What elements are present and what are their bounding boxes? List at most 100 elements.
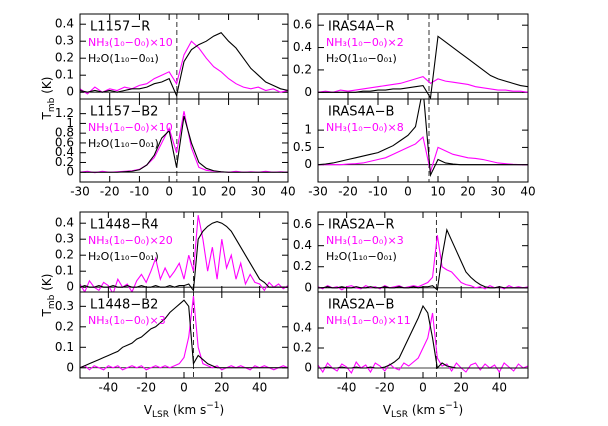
x-axis-label: VLSR (km s−1) [383,401,463,420]
spectrum-line [318,35,528,99]
plot-area [80,99,288,182]
panel-frame [317,291,529,379]
plot-area [318,14,528,99]
spectrum-line [318,312,528,375]
y-tick-label: 0.5 [293,140,312,154]
spectrum-line [80,296,288,371]
y-tick-label: 1.2 [55,106,74,120]
y-tick-label: 0.4 [55,216,74,230]
label-part: T [40,111,54,120]
y-tick-label: 0 [66,280,74,294]
y-tick-label: 0 [304,157,312,171]
spectrum-line [80,215,288,292]
legend-entry: NH₃(1₀−0₀)×8 [326,121,404,134]
x-tick-label: 40 [252,381,267,395]
x-tick-label: 30 [251,185,266,199]
label-part: V [144,403,153,417]
y-tick-label: 0.4 [55,17,74,31]
label-part: (km s [408,403,445,417]
x-tick-label: 40 [492,381,507,395]
y-tick-label: 0.3 [55,34,74,48]
label-part: −1 [445,401,458,411]
y-tick-label: 0 [304,280,312,294]
x-tick-label: -10 [130,185,150,199]
plot-area [318,292,528,378]
y-tick-label: 0.2 [55,319,74,333]
spectrum-line [318,235,528,291]
y-tick-label: 0 [304,361,312,375]
x-axis-label: VLSR (km s−1) [144,401,224,420]
y-tick-label: 0.2 [293,341,312,355]
label-part: LSR [152,410,169,420]
x-tick-label: 0 [419,381,427,395]
y-tick-label: 0.8 [55,126,74,140]
panel-frame [79,291,289,379]
panel: 0 0.1 0.2 0.3 -40 -20 0 20 40 L1448−B2NH₃(1₀−0₀)×… [55,291,289,395]
y-tick-label: 0 [304,85,312,99]
y-axis-label: Tmb (K) [40,77,57,121]
spectrum-line [318,135,528,174]
x-tick-label: 0 [404,185,412,199]
panel-title: IRAS2A−R [328,218,395,233]
panel-title: L1448−B2 [90,298,158,313]
x-tick-label: 10 [430,185,445,199]
label-part: mb [47,294,57,309]
panel-frame [79,98,289,183]
x-tick-label: 30 [490,185,505,199]
panel-title: L1157−R [90,20,150,35]
legend-entry: NH₃(1₀−0₀)×2 [326,36,404,49]
x-tick-label: -10 [368,185,388,199]
axis-labels: Tmb (K)Tmb (K)VLSR (km s−1) VLSR (km s−1) [40,77,464,420]
plot-area [80,292,288,378]
y-tick-label: 0.6 [55,135,74,149]
y-axis-label: Tmb (K) [40,274,57,318]
plot-area [80,14,288,99]
spectrum-line [80,221,288,292]
label-part: (K) [40,77,54,98]
x-tick-label: -40 [99,381,119,395]
panel-title: IRAS4A−B [328,105,394,120]
y-tick-label: 0 [66,85,74,99]
x-tick-label: 40 [520,185,535,199]
legend-entry: H₂O(1₁₀−0₀₁) [326,250,397,263]
y-tick-label: 0.2 [293,259,312,273]
panel-frame [317,98,529,183]
legend-entry: NH₃(1₀−0₀)×10 [88,36,173,49]
panel-title: L1448−R4 [90,218,159,233]
y-tick-label: 0.3 [55,299,74,313]
plot-area [80,212,288,292]
label-part: V [383,403,392,417]
label-part: (km s [169,403,206,417]
label-part: T [40,308,54,317]
x-tick-label: 40 [280,185,295,199]
y-tick-label: 0.2 [55,248,74,262]
x-tick-label: -30 [70,185,90,199]
legend-entry: NH₃(1₀−0₀)×20 [88,234,173,247]
legend-entry: H₂O(1₁₀−0₀₁) [88,137,159,150]
x-tick-label: -30 [308,185,328,199]
legend-entry: NH₃(1₀−0₀)×3 [88,314,166,327]
y-tick-label: 0 [66,360,74,374]
x-tick-label: 20 [454,381,469,395]
spectrum-line [318,76,528,93]
legend-entry: H₂O(1₁₀−0₀₁) [326,52,397,65]
spectrum-line [318,228,528,291]
x-tick-label: -20 [100,185,120,199]
panel: 0 0.5 1 -30 -20 -10 0 10 20 30 40 IRAS4A−BNH₃(1₀−0₀… [293,98,536,199]
x-tick-label: -40 [337,381,357,395]
y-tick-label: 1 [66,116,74,130]
y-tick-label: 0.2 [55,51,74,65]
panel: 00.20.40.60.811.2-30 -20 -10 0 10 20 30 40L1157… [55,98,296,199]
y-tick-label: 0.1 [55,340,74,354]
label-part: mb [47,97,57,112]
y-tick-label: 0.2 [55,155,74,169]
legend-entry: NH₃(1₀−0₀)×11 [326,314,411,327]
label-part: ) [220,403,225,417]
x-tick-label: -20 [338,185,358,199]
panel-title: IRAS4A−R [328,20,395,35]
